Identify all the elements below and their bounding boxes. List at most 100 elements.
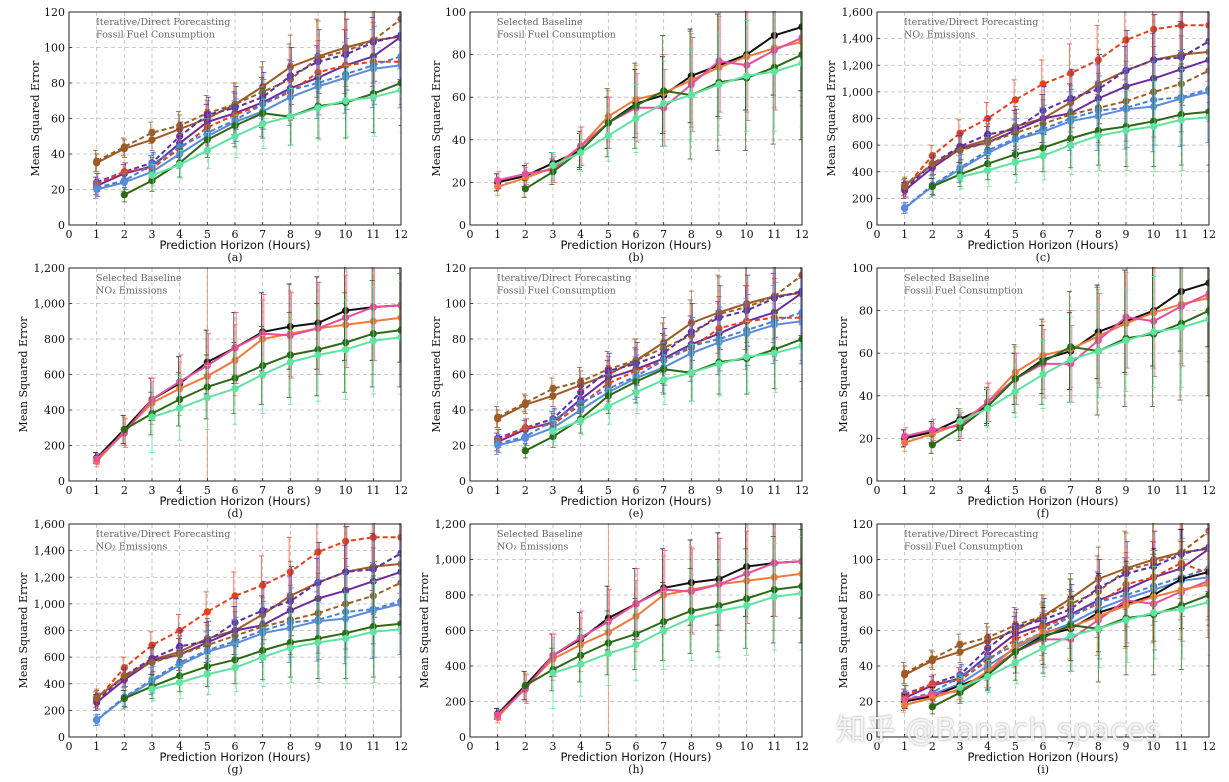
data-point [577,417,585,425]
data-point [120,694,128,702]
x-tick-label: 12 [795,228,809,241]
annotation-text: Selected Baseline [497,17,583,28]
data-point [369,337,377,345]
data-point [632,378,640,386]
x-tick-label: 10 [1147,484,1161,497]
y-axis-label: Mean Squared Error [17,572,30,689]
data-point [521,447,529,455]
series-line [96,34,401,184]
x-tick-label: 0 [467,484,474,497]
y-axis-label: Mean Squared Error [837,572,850,689]
x-tick-label: 5 [1012,484,1019,497]
x-tick-label: 4 [176,740,183,753]
data-point [632,388,640,396]
panel-caption: (c) [1036,251,1051,264]
data-point [314,351,322,359]
series-line [904,69,1209,188]
x-tick-label: 3 [149,228,156,241]
series-line [96,581,401,700]
data-point [231,664,239,672]
data-point [494,441,502,450]
x-tick-label: 9 [716,740,723,753]
data-point [176,678,184,687]
data-point [148,171,156,179]
data-point [770,68,778,76]
data-point [901,701,909,709]
data-point [1122,616,1130,624]
y-tick-label: 60 [859,347,873,360]
x-tick-label: 0 [874,740,881,753]
x-tick-label: 5 [204,484,211,497]
data-point [259,120,267,128]
y-tick-label: 1,000 [34,598,66,611]
annotation-text: Fossil Fuel Consumption [904,542,1023,553]
series-line [904,583,1209,706]
x-tick-label: 6 [232,740,239,753]
x-tick-label: 4 [577,740,584,753]
x-tick-label: 1 [901,484,908,497]
x-tick-label: 10 [1147,228,1161,241]
y-tick-label: 60 [859,625,873,638]
annotation-text: Iterative/Direct Forecasting [96,17,230,28]
x-tick-label: 9 [315,484,322,497]
series-line [497,320,802,447]
data-point [1094,132,1102,140]
annotation-text: Iterative/Direct Forecasting [96,529,230,540]
y-tick-label: 1,200 [842,59,874,72]
annotation-text: Selected Baseline [497,529,583,540]
data-point [148,658,156,667]
data-point [798,317,802,325]
data-point [369,622,377,631]
data-point [984,404,992,413]
data-point [1067,621,1075,629]
x-axis-label: Prediction Horizon (Hours) [967,238,1118,252]
data-point [577,660,585,668]
data-point [715,607,723,615]
data-point [1039,634,1047,642]
x-tick-label: 4 [176,484,183,497]
data-point [203,608,211,616]
y-tick-label: 40 [452,404,466,417]
series-line [904,296,1209,444]
x-tick-label: 9 [1123,228,1130,241]
x-tick-label: 4 [577,484,584,497]
series-line [497,291,802,420]
y-tick-label: 40 [452,134,466,147]
data-point [798,51,802,59]
annotation-text: Fossil Fuel Consumption [497,286,616,297]
data-point [798,342,802,350]
panel-caption: (d) [227,507,243,520]
x-tick-label: 9 [716,228,723,241]
y-tick-label: 600 [44,651,65,664]
y-tick-label: 400 [44,404,65,417]
series-line [96,570,401,704]
data-point [549,161,557,169]
data-point [397,326,401,334]
x-axis-label: Prediction Horizon (Hours) [560,238,711,252]
y-tick-label: 80 [51,77,65,90]
data-point [549,427,557,435]
x-tick-label: 7 [1067,740,1074,753]
series-line [96,60,401,186]
data-point [1039,144,1047,152]
data-point [93,716,101,724]
data-point [397,333,401,341]
data-point [176,650,184,659]
series-line [96,55,401,189]
x-tick-label: 11 [366,484,380,497]
x-tick-label: 4 [577,228,584,241]
data-point [1205,580,1209,588]
data-point [494,711,502,719]
y-tick-label: 0 [459,219,466,232]
annotation-text: Iterative/Direct Forecasting [904,529,1038,540]
x-tick-label: 10 [740,740,754,753]
x-tick-label: 2 [121,484,128,497]
y-tick-label: 600 [44,369,65,382]
data-point [1177,110,1185,119]
series-line [96,552,401,702]
y-tick-label: 1,200 [435,518,467,531]
data-point [770,349,778,357]
x-tick-label: 0 [874,228,881,241]
x-axis-label: Prediction Horizon (Hours) [967,750,1118,764]
